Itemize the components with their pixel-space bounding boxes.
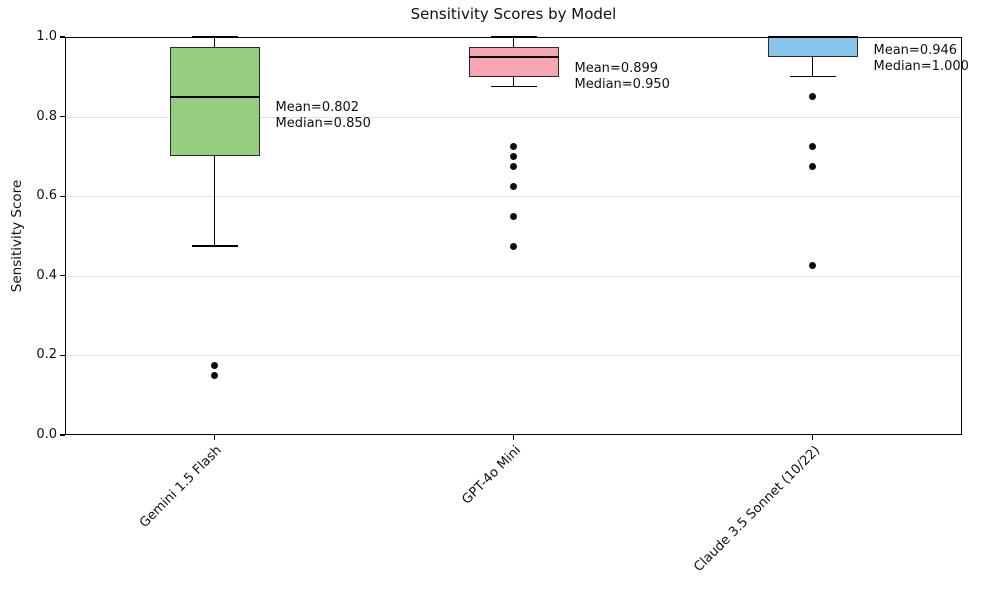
y-tick-mark bbox=[60, 36, 65, 38]
box-annotation: Mean=0.946 Median=1.000 bbox=[874, 43, 969, 75]
gridline bbox=[66, 196, 961, 198]
y-tick-label: 0.8 bbox=[36, 108, 57, 124]
median-line bbox=[169, 95, 260, 98]
box bbox=[468, 46, 559, 77]
box-annotation-line: Mean=0.899 bbox=[574, 61, 659, 77]
median-line bbox=[468, 55, 559, 58]
x-tick-mark bbox=[512, 435, 515, 440]
outlier-dot bbox=[510, 162, 517, 170]
upper-whisker-line bbox=[213, 37, 216, 47]
box-annotation-line: Median=1.000 bbox=[873, 58, 969, 74]
box-annotation-line: Median=0.950 bbox=[574, 77, 670, 93]
median-line bbox=[767, 36, 858, 38]
box-annotation: Mean=0.802 Median=0.850 bbox=[276, 100, 371, 132]
outlier-dot bbox=[510, 152, 517, 160]
outlier-dot bbox=[510, 212, 517, 220]
y-axis-label: Sensitivity Score bbox=[9, 179, 25, 293]
y-tick-mark bbox=[60, 195, 65, 197]
y-tick-mark bbox=[60, 354, 65, 357]
y-tick-mark bbox=[60, 275, 65, 277]
gridline bbox=[66, 116, 961, 118]
box bbox=[169, 46, 260, 157]
lower-whisker-line bbox=[213, 156, 216, 246]
lower-whisker-cap bbox=[490, 86, 537, 88]
x-tick-label: Gemini 1.5 Flash bbox=[137, 443, 226, 531]
y-tick-label: 0.0 bbox=[36, 427, 57, 442]
y-tick-label: 0.4 bbox=[36, 267, 57, 283]
chart-title: Sensitivity Scores by Model bbox=[410, 5, 617, 23]
outlier-dot bbox=[809, 93, 816, 101]
y-tick-mark bbox=[60, 116, 65, 118]
lower-whisker-cap bbox=[789, 76, 836, 78]
outlier-dot bbox=[211, 361, 218, 369]
outlier-dot bbox=[809, 262, 816, 270]
lower-whisker-line bbox=[512, 76, 515, 87]
upper-whisker-line bbox=[512, 37, 515, 47]
gridline bbox=[66, 275, 961, 277]
x-tick-mark bbox=[213, 435, 216, 440]
outlier-dot bbox=[809, 162, 816, 170]
outlier-dot bbox=[510, 242, 517, 250]
outlier-dot bbox=[510, 182, 517, 190]
upper-whisker-cap bbox=[490, 36, 537, 38]
gridline bbox=[66, 355, 961, 357]
lower-whisker-cap bbox=[191, 245, 238, 247]
lower-whisker-line bbox=[811, 56, 814, 77]
x-tick-label: GPT-4o Mini bbox=[459, 443, 525, 508]
x-tick-mark bbox=[811, 435, 814, 440]
y-tick-label: 0.2 bbox=[36, 347, 57, 363]
outlier-dot bbox=[809, 142, 816, 150]
box-annotation-line: Mean=0.946 bbox=[873, 42, 958, 58]
box-annotation: Mean=0.899 Median=0.950 bbox=[575, 61, 670, 93]
y-tick-mark bbox=[60, 434, 65, 436]
y-tick-label: 0.6 bbox=[36, 188, 57, 204]
upper-whisker-cap bbox=[191, 36, 238, 38]
outlier-dot bbox=[510, 142, 517, 150]
outlier-dot bbox=[211, 371, 218, 379]
box-annotation-line: Median=0.850 bbox=[275, 115, 371, 131]
y-tick-label: 1.0 bbox=[36, 29, 57, 44]
x-tick-label: Claude 3.5 Sonnet (10/22) bbox=[691, 443, 824, 575]
box-annotation-line: Mean=0.802 bbox=[275, 99, 360, 115]
box bbox=[767, 37, 858, 57]
